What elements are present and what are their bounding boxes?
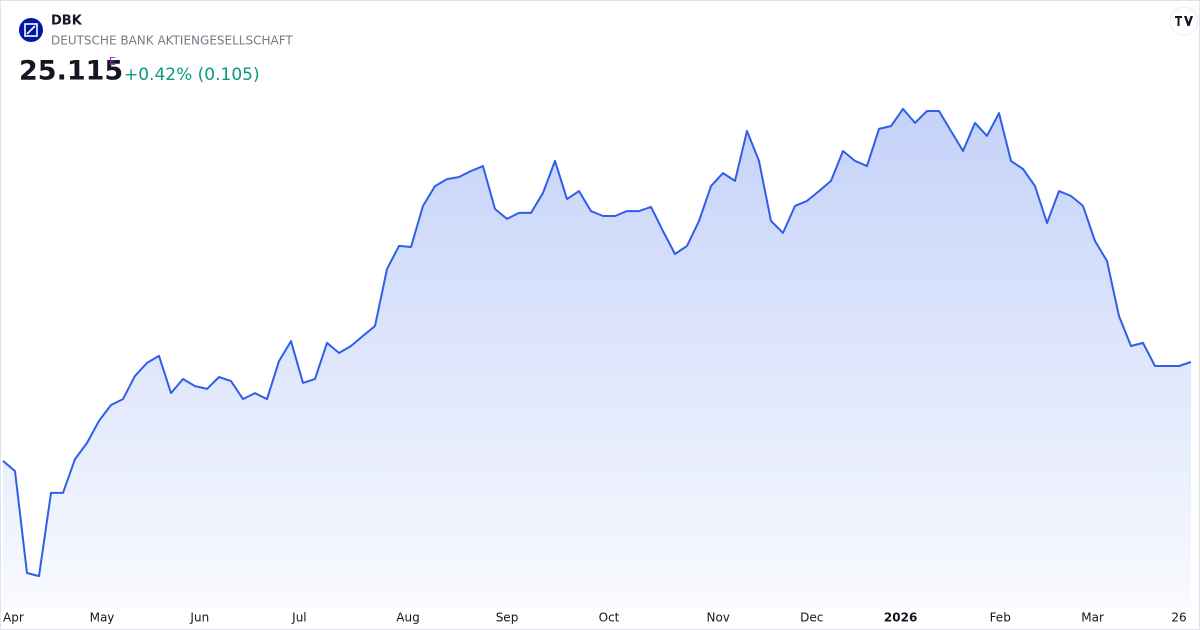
- x-tick-label: Sep: [496, 611, 519, 625]
- symbol: DBK: [51, 14, 83, 29]
- brand-logo: [1175, 16, 1193, 26]
- company-name: DEUTSCHE BANK AKTIENGESELLSCHAFT: [51, 34, 293, 48]
- x-tick-label: May: [90, 611, 115, 625]
- x-tick-label: Mar: [1081, 611, 1104, 625]
- x-tick-label: Jul: [291, 611, 306, 625]
- x-tick-label: 2026: [884, 611, 917, 625]
- x-tick-label: Nov: [706, 611, 729, 625]
- area-fill: [3, 108, 1191, 608]
- x-tick-label: Dec: [800, 611, 823, 625]
- x-tick-label: Apr: [3, 611, 24, 625]
- price-change: +0.42% (0.105): [124, 65, 260, 85]
- x-tick-label: 26: [1171, 611, 1186, 625]
- brand-badge: [1169, 6, 1199, 36]
- x-tick-label: Oct: [599, 611, 620, 625]
- x-tick-label: Aug: [396, 611, 419, 625]
- exchange-flag: E: [109, 55, 116, 68]
- logo-slash: [26, 25, 36, 35]
- logo-mark: [24, 23, 38, 37]
- price-line: [2, 107, 1192, 578]
- x-tick-label: Jun: [189, 611, 209, 625]
- x-tick-label: Feb: [990, 611, 1011, 625]
- last-price: 25.115: [19, 56, 123, 87]
